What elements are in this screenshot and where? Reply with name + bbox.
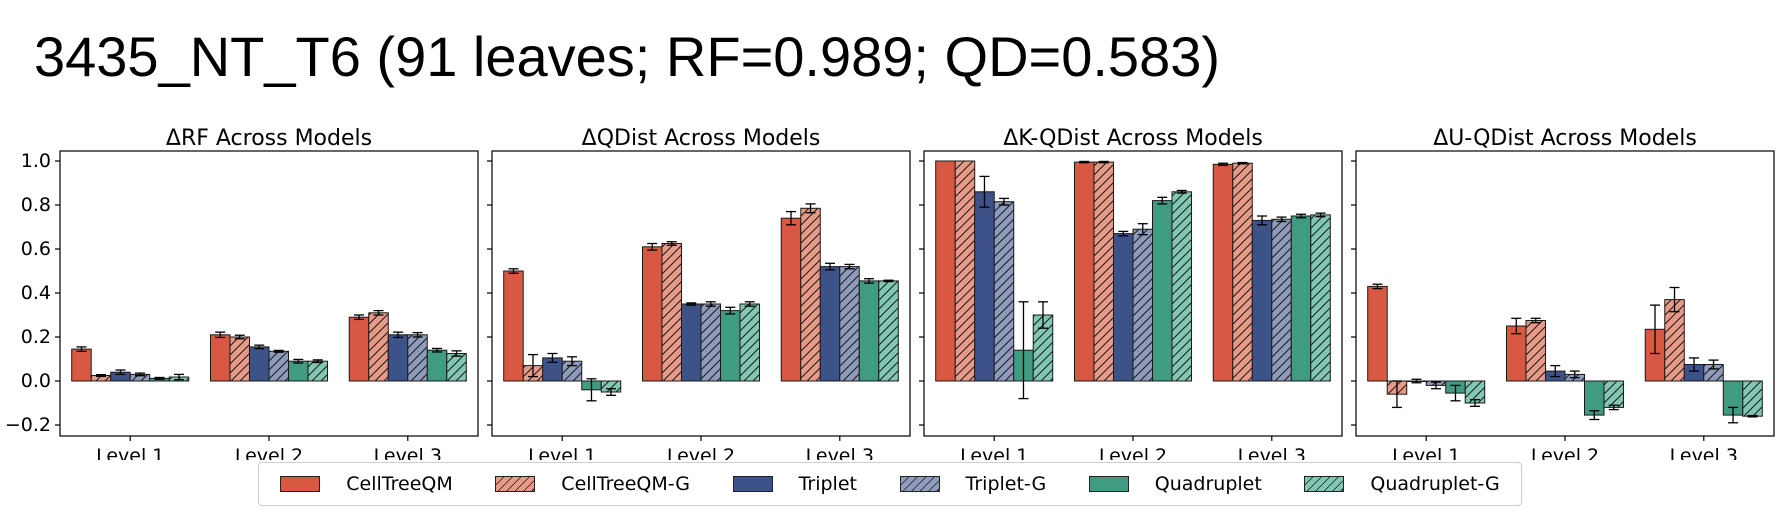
bar-triplet [248, 346, 270, 382]
bar-triplet-g [1271, 218, 1292, 382]
bar-celltreeqm [209, 334, 231, 382]
x-tick-label: Level 2 [667, 445, 735, 460]
panel-title: ΔK-QDist Across Models [1003, 126, 1263, 151]
bar-celltreeqm [71, 348, 92, 382]
bar-quadruplet-g [446, 353, 467, 382]
y-tick-label: 1.0 [21, 150, 51, 172]
bar-quadruplet-g [878, 280, 899, 382]
y-tick-label: 0.2 [21, 326, 51, 348]
bar-triplet [819, 266, 841, 382]
bar-celltreeqm [1212, 163, 1234, 382]
bar-quadruplet [1290, 215, 1312, 382]
legend: CellTreeQM CellTreeQM-G Triplet Triplet-G Qu… [258, 462, 1522, 506]
bar-quadruplet-g [739, 303, 761, 382]
legend-item: CellTreeQM-G [495, 473, 690, 495]
bar-triplet-g [993, 201, 1015, 382]
legend-label: Triplet [798, 473, 857, 495]
bar-quadruplet-g [1603, 380, 1625, 408]
bar-quadruplet [858, 280, 880, 382]
bar-quadruplet-g [1310, 214, 1331, 382]
y-tick-label: 0.8 [21, 194, 51, 216]
panel-title: ΔRF Across Models [166, 126, 372, 151]
bar-celltreeqm [503, 270, 524, 382]
bar-quadruplet [720, 310, 741, 382]
x-tick-label: Level 2 [1099, 445, 1167, 460]
y-tick-label: −0.2 [5, 414, 51, 436]
legend-item: Triplet [732, 473, 857, 495]
bar-celltreeqm [1367, 285, 1388, 382]
x-tick-label: Level 1 [1392, 445, 1460, 460]
bar-quadruplet [288, 360, 309, 382]
plot-frame [59, 150, 479, 437]
legend-swatch [280, 476, 321, 492]
figure-title: 3435_NT_T6 (91 leaves; RF=0.989; QD=0.58… [34, 25, 1221, 88]
bar-triplet-g [839, 266, 860, 382]
x-tick-label: Level 3 [806, 445, 874, 460]
x-tick-label: Level 1 [96, 445, 164, 460]
legend-swatch [1304, 476, 1345, 492]
x-tick-label: Level 3 [374, 445, 442, 460]
bar-triplet-g [700, 303, 722, 382]
plot-frame [1355, 150, 1775, 437]
bar-celltreeqm [1073, 161, 1095, 382]
bar-quadruplet [1584, 380, 1605, 416]
x-tick-label: Level 2 [235, 445, 303, 460]
legend-swatch [732, 476, 773, 492]
bar-triplet-g [268, 350, 290, 382]
bar-quadruplet [1152, 200, 1173, 382]
legend-item: Quadruplet [1088, 473, 1262, 495]
bar-quadruplet-g [1742, 380, 1763, 417]
legend-label: Quadruplet-G [1370, 473, 1500, 495]
legend-label: CellTreeQM [346, 473, 453, 495]
bar-triplet-g [407, 334, 428, 382]
legend-label: CellTreeQM-G [561, 473, 691, 495]
x-tick-label: Level 2 [1531, 445, 1599, 460]
legend-label: Triplet-G [965, 473, 1047, 495]
legend-item: CellTreeQM [280, 473, 453, 495]
bar-quadruplet-g [307, 360, 329, 382]
bar-triplet [1112, 233, 1134, 382]
bar-celltreeqm [780, 217, 802, 382]
legend-item: Quadruplet-G [1304, 473, 1500, 495]
bar-celltreeqm-g [661, 243, 682, 382]
y-tick-label: 0.4 [21, 282, 51, 304]
x-tick-label: Level 3 [1670, 445, 1738, 460]
bar-celltreeqm-g [1093, 161, 1114, 382]
x-tick-label: Level 3 [1238, 445, 1306, 460]
bar-celltreeqm [348, 316, 370, 382]
bar-celltreeqm-g [800, 207, 821, 382]
legend-swatch [495, 476, 536, 492]
y-tick-label: 0.0 [21, 370, 51, 392]
panel-title: ΔQDist Across Models [582, 126, 821, 151]
bar-quadruplet [426, 349, 448, 382]
legend-swatch [899, 476, 940, 492]
bar-celltreeqm [935, 160, 956, 382]
x-tick-label: Level 1 [960, 445, 1028, 460]
bar-celltreeqm-g [1525, 320, 1546, 382]
legend-item: Triplet-G [899, 473, 1047, 495]
y-tick-label: 0.6 [21, 238, 51, 260]
bar-quadruplet-g [1171, 191, 1193, 382]
charts-canvas: ΔRF Across Models −0.2 0.0 0.2 0.4 0.6 0.8 1.0 L… [5, 126, 1775, 460]
bar-celltreeqm-g [229, 336, 250, 382]
bar-celltreeqm-g [368, 312, 389, 382]
legend-label: Quadruplet [1154, 473, 1262, 495]
bar-triplet-g [1132, 228, 1154, 382]
legend-swatch [1088, 476, 1129, 492]
bar-triplet [387, 334, 409, 382]
bar-triplet [680, 303, 702, 382]
x-tick-label: Level 1 [528, 445, 596, 460]
bar-celltreeqm [641, 246, 663, 382]
bar-celltreeqm-g [954, 160, 976, 382]
bar-triplet [974, 191, 995, 382]
bar-celltreeqm-g [1232, 162, 1253, 382]
bar-triplet [1251, 219, 1273, 382]
panel-title: ΔU-QDist Across Models [1433, 126, 1697, 151]
